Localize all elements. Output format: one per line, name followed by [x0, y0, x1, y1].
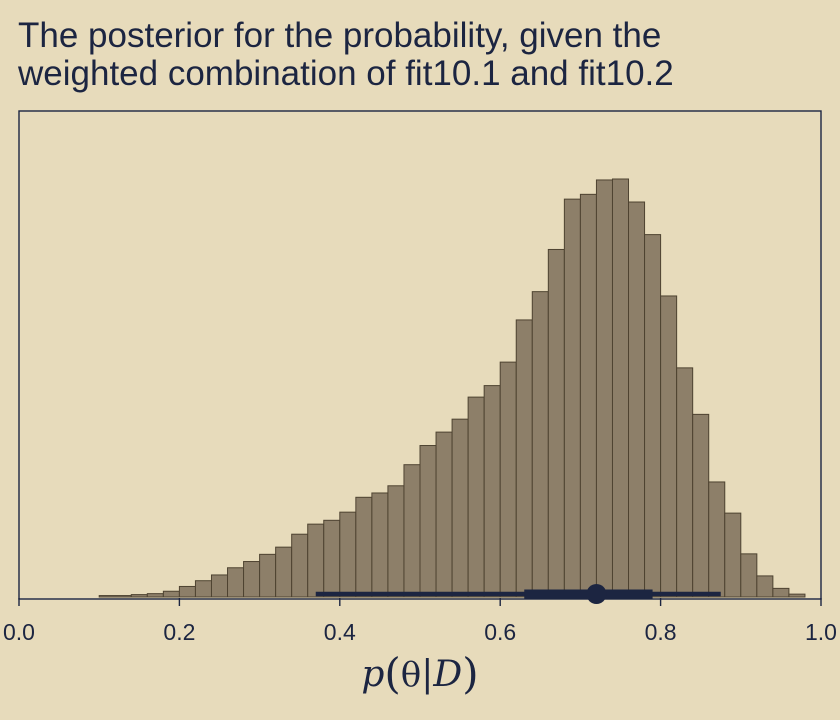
histogram-bar: [227, 567, 245, 598]
xlabel-open-paren: (: [384, 649, 400, 698]
histogram-bar: [756, 575, 774, 598]
histogram-bar: [724, 512, 742, 598]
plot-panel-border: [18, 110, 822, 600]
x-tick-label: 1.0: [805, 619, 837, 645]
histogram-bar: [371, 492, 389, 598]
histogram-bar: [146, 593, 164, 598]
x-tick-label: 0.2: [163, 619, 195, 645]
histogram-bar: [419, 445, 437, 598]
histogram-bar: [628, 201, 646, 598]
x-axis-label: p(θ|D): [361, 649, 478, 698]
histogram-bar: [194, 580, 212, 598]
histogram-bar: [788, 593, 806, 598]
histogram-bar: [451, 418, 469, 598]
histogram-bar: [676, 367, 694, 598]
xlabel-close-paren: ): [462, 649, 478, 698]
histogram-bar: [563, 198, 581, 598]
histogram-bar: [435, 431, 453, 598]
histogram-bar: [403, 464, 421, 598]
chart-title-line-2: weighted combination of fit10.1 and fit1…: [17, 54, 674, 93]
x-axis: 0.0 0.2 0.4 0.6 0.8 1.0: [3, 598, 837, 645]
histogram-bar: [660, 295, 678, 598]
histogram-bar: [708, 481, 726, 598]
x-tick-label: 0.8: [645, 619, 677, 645]
histogram-bar: [162, 590, 180, 598]
histogram-bar: [579, 193, 597, 598]
histogram-bar: [499, 361, 517, 598]
histogram-bar: [772, 587, 790, 598]
histogram-bar: [259, 553, 277, 598]
point-estimate-dot: [586, 584, 607, 604]
histogram-bar: [547, 248, 565, 598]
histogram-bar: [355, 496, 373, 598]
histogram-bar: [611, 178, 630, 598]
histogram-bar: [339, 511, 357, 598]
xlabel-p: p: [361, 654, 384, 695]
histogram-bar: [467, 396, 485, 598]
histogram-bar: [130, 594, 148, 598]
histogram-bar: [740, 553, 758, 598]
histogram-bar: [323, 519, 341, 598]
x-tick-label: 0.0: [3, 619, 35, 645]
chart-title-line-1: The posterior for the probability, given…: [18, 16, 661, 55]
histogram-bar: [515, 319, 533, 598]
histogram-bar: [243, 561, 261, 598]
point-interval: [315, 584, 721, 604]
xlabel-theta: θ: [401, 655, 421, 695]
histogram-bar: [692, 413, 710, 598]
xlabel-d: D: [432, 654, 462, 695]
histogram-bar: [595, 179, 613, 598]
histogram-bar: [210, 574, 229, 598]
histogram-bars: [98, 178, 806, 598]
histogram-bar: [387, 485, 405, 598]
x-tick-label: 0.4: [324, 619, 356, 645]
xlabel-bar: |: [421, 654, 433, 695]
x-tick-label: 0.6: [484, 619, 516, 645]
histogram-bar: [483, 385, 501, 598]
histogram-bar: [291, 533, 309, 598]
histogram-bar: [531, 291, 549, 598]
histogram-bar: [644, 234, 662, 598]
histogram-bar: [275, 546, 293, 598]
histogram-bar: [98, 595, 132, 598]
histogram-bar: [178, 585, 196, 598]
histogram-bar: [307, 523, 325, 598]
